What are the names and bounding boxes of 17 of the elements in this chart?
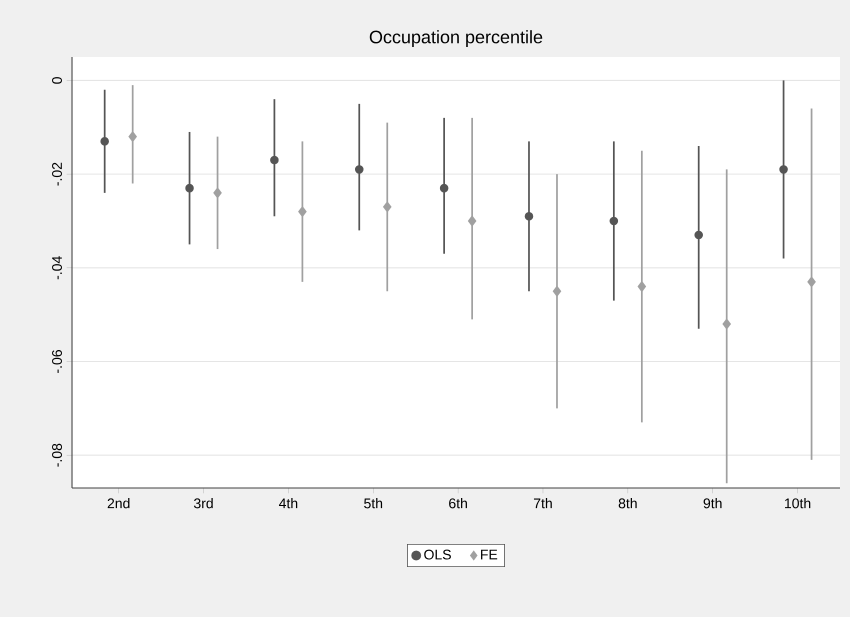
y-tick-label: -.02 [52, 162, 62, 186]
legend-label: OLS [424, 550, 451, 560]
y-tick-label: -.06 [52, 350, 62, 373]
x-tick-label: 3rd [194, 498, 213, 508]
legend-label: FE [481, 550, 498, 560]
x-tick-label: 6th [449, 498, 467, 508]
x-tick-label: 5th [364, 498, 382, 508]
y-tick-label: -.08 [52, 444, 62, 467]
y-tick-label: -.04 [52, 256, 62, 280]
x-tick-label: 9th [704, 498, 722, 508]
x-tick-label: 8th [618, 498, 637, 508]
x-tick-label: 10th [785, 498, 810, 508]
x-tick-label: 2nd [108, 498, 130, 508]
x-tick-label: 4th [278, 498, 298, 508]
chart-title: Occupation percentile [370, 30, 542, 47]
y-tick-label: 0 [52, 77, 62, 84]
x-tick-label: 7th [534, 498, 552, 508]
